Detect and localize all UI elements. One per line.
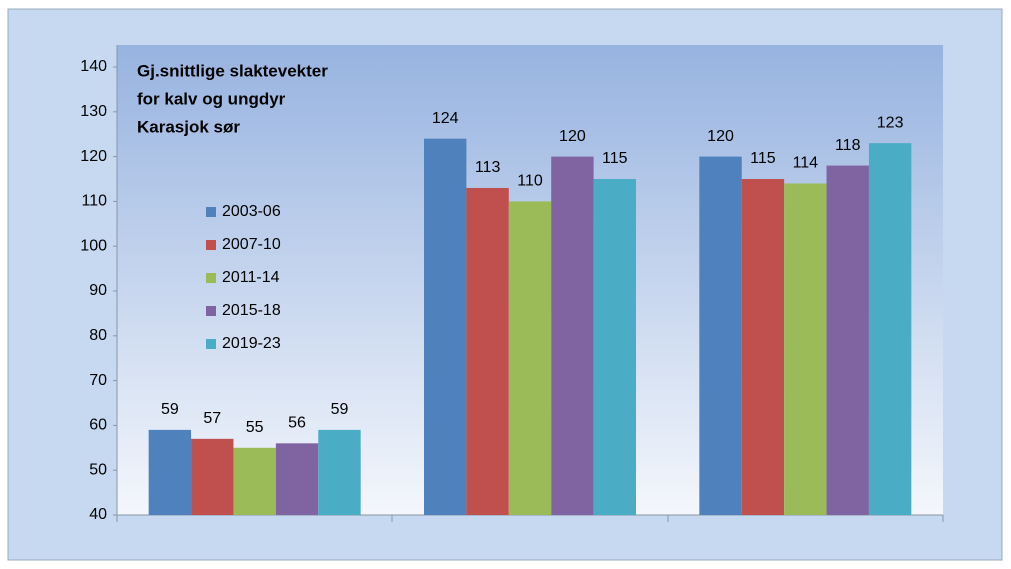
legend-swatch	[206, 306, 216, 316]
data-label: 120	[559, 128, 586, 145]
bar	[868, 143, 912, 515]
bar	[551, 156, 594, 515]
legend-swatch	[206, 339, 216, 349]
legend-label: 2007-10	[222, 236, 281, 253]
data-label: 118	[835, 137, 861, 154]
chart-title: for kalv og ungdyr	[137, 89, 286, 108]
data-label: 124	[432, 110, 459, 127]
legend-swatch	[206, 273, 216, 283]
data-label: 115	[750, 150, 776, 167]
legend-swatch	[206, 207, 216, 217]
x-axis-ticks	[116, 515, 944, 522]
bar	[275, 443, 319, 515]
y-tick-label: 50	[89, 461, 107, 478]
data-label: 123	[877, 114, 904, 131]
y-tick-label: 80	[89, 327, 107, 344]
bar	[826, 165, 869, 515]
y-tick-label: 100	[80, 237, 107, 254]
bar	[148, 429, 192, 515]
y-tick-label: 90	[89, 282, 107, 299]
bar	[423, 138, 467, 515]
bar	[784, 183, 827, 516]
bar	[699, 156, 742, 515]
data-label: 113	[475, 159, 501, 176]
bar	[741, 179, 785, 515]
data-label: 59	[161, 401, 179, 418]
y-tick-label: 110	[81, 193, 107, 210]
legend-label: 2015-18	[222, 302, 281, 319]
bar	[593, 179, 637, 515]
y-tick-label: 120	[80, 148, 107, 165]
data-label: 56	[288, 415, 306, 432]
data-label: 59	[331, 401, 349, 418]
y-tick-label: 60	[89, 417, 107, 434]
y-tick-label: 40	[89, 506, 107, 523]
bar	[191, 438, 234, 515]
y-tick-label: 130	[80, 103, 107, 120]
data-label: 57	[203, 410, 221, 427]
bar	[508, 201, 552, 515]
legend-label: 2019-23	[222, 335, 281, 352]
data-label: 110	[517, 173, 543, 190]
legend-label: 2011-14	[222, 269, 280, 286]
bar	[466, 187, 509, 515]
chart-title: Gj.snittlige slaktevekter	[137, 61, 328, 80]
chart-title: Karasjok sør	[137, 117, 240, 136]
legend-label: 2003-06	[222, 203, 281, 220]
bar	[233, 447, 276, 515]
data-label: 115	[602, 150, 628, 167]
data-label: 120	[707, 128, 734, 145]
data-label: 114	[793, 155, 819, 172]
legend-swatch	[206, 240, 216, 250]
y-tick-label: 140	[80, 58, 107, 75]
y-tick-label: 70	[89, 372, 107, 389]
data-label: 55	[246, 419, 264, 436]
bar	[318, 429, 361, 515]
